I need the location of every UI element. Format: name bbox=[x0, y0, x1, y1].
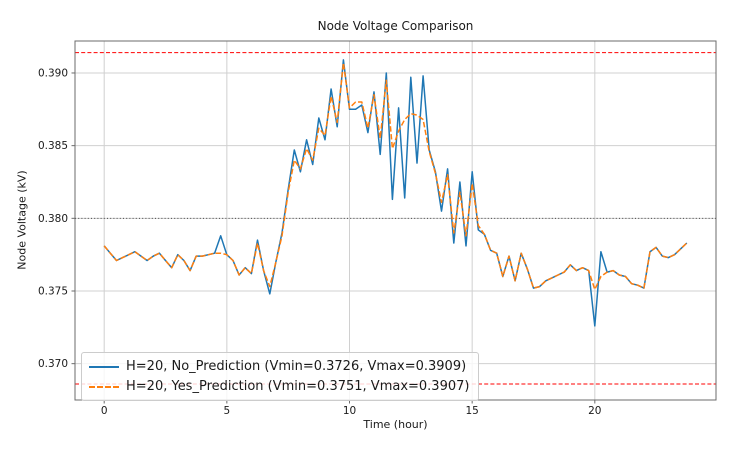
y-tick-label: 0.385 bbox=[38, 140, 68, 152]
y-tick-label: 0.380 bbox=[38, 213, 68, 225]
y-axis-label: Node Voltage (kV) bbox=[15, 170, 29, 270]
legend-label: H=20, No_Prediction (Vmin=0.3726, Vmax=0… bbox=[126, 359, 467, 374]
chart-title: Node Voltage Comparison bbox=[317, 19, 474, 33]
legend-line-sample-dashed bbox=[89, 385, 119, 388]
x-tick-label: 5 bbox=[224, 405, 231, 417]
legend-line-sample-solid bbox=[89, 365, 119, 368]
y-tick-label: 0.390 bbox=[38, 67, 68, 79]
x-axis-label: Time (hour) bbox=[363, 418, 428, 431]
legend: H=20, No_Prediction (Vmin=0.3726, Vmax=0… bbox=[81, 352, 480, 401]
series-line-no-prediction bbox=[103, 59, 688, 327]
y-tick-label: 0.370 bbox=[38, 358, 68, 370]
plot-border bbox=[74, 40, 717, 401]
y-tick-label: 0.375 bbox=[38, 285, 68, 297]
x-tick-label: 15 bbox=[465, 405, 478, 417]
x-tick-label: 20 bbox=[588, 405, 601, 417]
legend-label: H=20, Yes_Prediction (Vmin=0.3751, Vmax=… bbox=[126, 379, 470, 394]
x-tick-label: 10 bbox=[343, 405, 356, 417]
series-line-yes-prediction bbox=[103, 62, 688, 291]
legend-entry-no-prediction: H=20, No_Prediction (Vmin=0.3726, Vmax=0… bbox=[89, 358, 469, 375]
legend-entry-yes-prediction: H=20, Yes_Prediction (Vmin=0.3751, Vmax=… bbox=[89, 378, 469, 395]
x-tick-label: 0 bbox=[101, 405, 108, 417]
